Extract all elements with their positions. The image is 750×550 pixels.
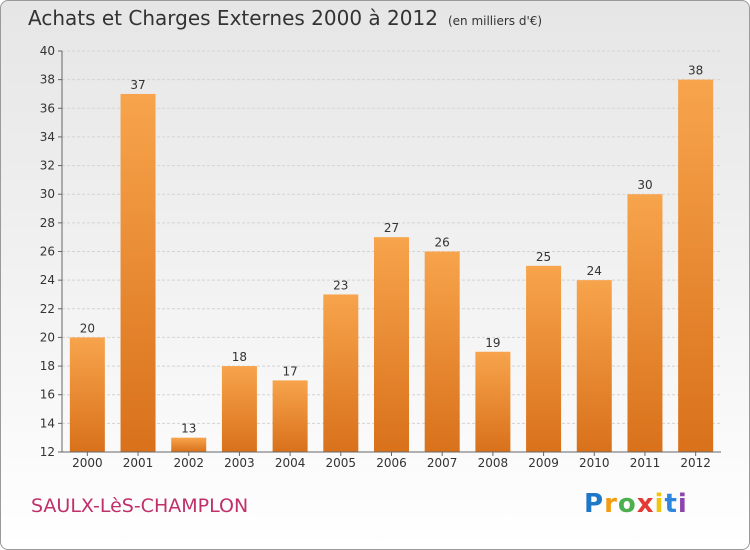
- bar-2009: [526, 265, 562, 452]
- logo-letter: i: [677, 489, 688, 519]
- bar-2012: [678, 79, 714, 453]
- y-tick-label: 20: [40, 330, 55, 344]
- x-tick-label: 2010: [579, 456, 610, 470]
- y-tick-label: 14: [40, 416, 55, 430]
- y-tick-label: 32: [40, 159, 55, 173]
- y-tick-label: 36: [40, 101, 55, 115]
- bar-value-label: 17: [282, 364, 297, 378]
- logo-letter: x: [636, 489, 655, 519]
- y-tick-label: 28: [40, 216, 55, 230]
- bars: 20 37 13 18 17 23 27 26 19 25 24 30 38: [69, 64, 714, 453]
- chart-title: Achats et Charges Externes 2000 à 2012: [28, 6, 438, 30]
- bar-2008: [475, 351, 511, 452]
- logo-letter: t: [664, 489, 678, 519]
- chart-title-block: Achats et Charges Externes 2000 à 2012 (e…: [28, 6, 542, 30]
- x-tick-label: 2011: [630, 456, 661, 470]
- logo-letter: P: [584, 489, 605, 519]
- x-tick-label: 2012: [680, 456, 711, 470]
- logo-letter: o: [617, 489, 637, 519]
- commune-name: SAULX-LèS-CHAMPLON: [31, 495, 249, 517]
- y-tick-label: 34: [40, 130, 55, 144]
- bar-value-label: 26: [435, 236, 450, 250]
- bar-value-label: 37: [130, 78, 145, 92]
- x-tick-label: 2003: [224, 456, 255, 470]
- bar-2004: [272, 380, 308, 452]
- y-tick-label: 12: [40, 445, 55, 459]
- bar-2010: [576, 280, 612, 452]
- x-tick-label: 2000: [72, 456, 103, 470]
- bar-value-label: 38: [688, 64, 703, 78]
- y-tick-label: 38: [40, 73, 55, 87]
- bar-2006: [374, 237, 409, 452]
- bar-2005: [323, 294, 359, 452]
- bar-value-label: 27: [384, 221, 399, 235]
- bar-value-label: 19: [485, 336, 500, 350]
- x-tick-label: 2001: [123, 456, 154, 470]
- y-tick-label: 30: [40, 187, 55, 201]
- bar-2003: [221, 366, 257, 452]
- logo-letter: i: [654, 489, 665, 519]
- x-tick-label: 2009: [528, 456, 559, 470]
- bar-value-label: 13: [181, 422, 196, 436]
- bar-value-label: 24: [587, 264, 602, 278]
- y-tick-label: 40: [40, 44, 55, 58]
- bar-2011: [627, 194, 663, 452]
- y-tick-label: 16: [40, 388, 55, 402]
- bar-2001: [120, 93, 156, 452]
- x-tick-label: 2005: [326, 456, 357, 470]
- bar-2000: [69, 337, 105, 452]
- bar-value-label: 20: [80, 321, 95, 335]
- x-tick-label: 2007: [427, 456, 458, 470]
- bar-value-label: 25: [536, 250, 551, 264]
- bar-value-label: 18: [232, 350, 247, 364]
- y-tick-label: 22: [40, 302, 55, 316]
- x-tick-label: 2002: [173, 456, 204, 470]
- y-tick-label: 24: [40, 273, 55, 287]
- axes: 12 14 16 18 20 22 24 26 28 30 32 34 36 38 40 2000 2001 20…: [40, 44, 721, 470]
- chart-subtitle: (en milliers d'€): [447, 14, 543, 28]
- y-tick-label: 18: [40, 359, 55, 373]
- y-tick-label: 26: [40, 245, 55, 259]
- bar-2002: [171, 437, 207, 452]
- x-tick-label: 2008: [478, 456, 509, 470]
- bar-value-label: 23: [333, 278, 348, 292]
- x-tick-label: 2004: [275, 456, 306, 470]
- bar-2007: [424, 251, 460, 452]
- proxiti-logo[interactable]: Proxiti: [584, 489, 688, 519]
- logo-letter: r: [604, 489, 618, 519]
- bar-value-label: 30: [637, 178, 652, 192]
- x-tick-label: 2006: [376, 456, 407, 470]
